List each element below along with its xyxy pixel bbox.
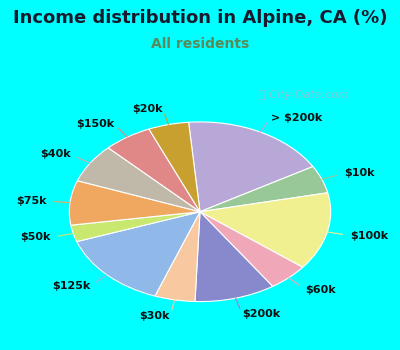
Wedge shape <box>71 212 200 242</box>
Wedge shape <box>200 193 331 267</box>
Text: $10k: $10k <box>344 168 374 178</box>
Wedge shape <box>200 212 303 286</box>
Text: $75k: $75k <box>16 196 47 206</box>
Text: $30k: $30k <box>140 311 170 321</box>
Wedge shape <box>149 122 200 212</box>
Wedge shape <box>77 212 200 296</box>
Text: $100k: $100k <box>350 231 388 240</box>
Wedge shape <box>189 122 313 212</box>
Text: $60k: $60k <box>305 285 335 295</box>
Text: $20k: $20k <box>132 104 163 114</box>
Wedge shape <box>200 167 328 212</box>
Text: $50k: $50k <box>20 232 50 243</box>
Wedge shape <box>155 212 200 301</box>
Text: $125k: $125k <box>52 281 90 291</box>
Wedge shape <box>195 212 273 302</box>
Wedge shape <box>69 181 200 225</box>
Text: All residents: All residents <box>151 37 249 51</box>
Text: $40k: $40k <box>40 149 70 159</box>
Wedge shape <box>108 129 200 212</box>
Text: $150k: $150k <box>76 119 114 129</box>
Text: > $200k: > $200k <box>271 113 322 122</box>
Wedge shape <box>77 148 200 212</box>
Text: Ⓜ City-Data.com: Ⓜ City-Data.com <box>259 91 348 100</box>
Text: $200k: $200k <box>242 309 280 319</box>
Text: Income distribution in Alpine, CA (%): Income distribution in Alpine, CA (%) <box>13 9 387 27</box>
